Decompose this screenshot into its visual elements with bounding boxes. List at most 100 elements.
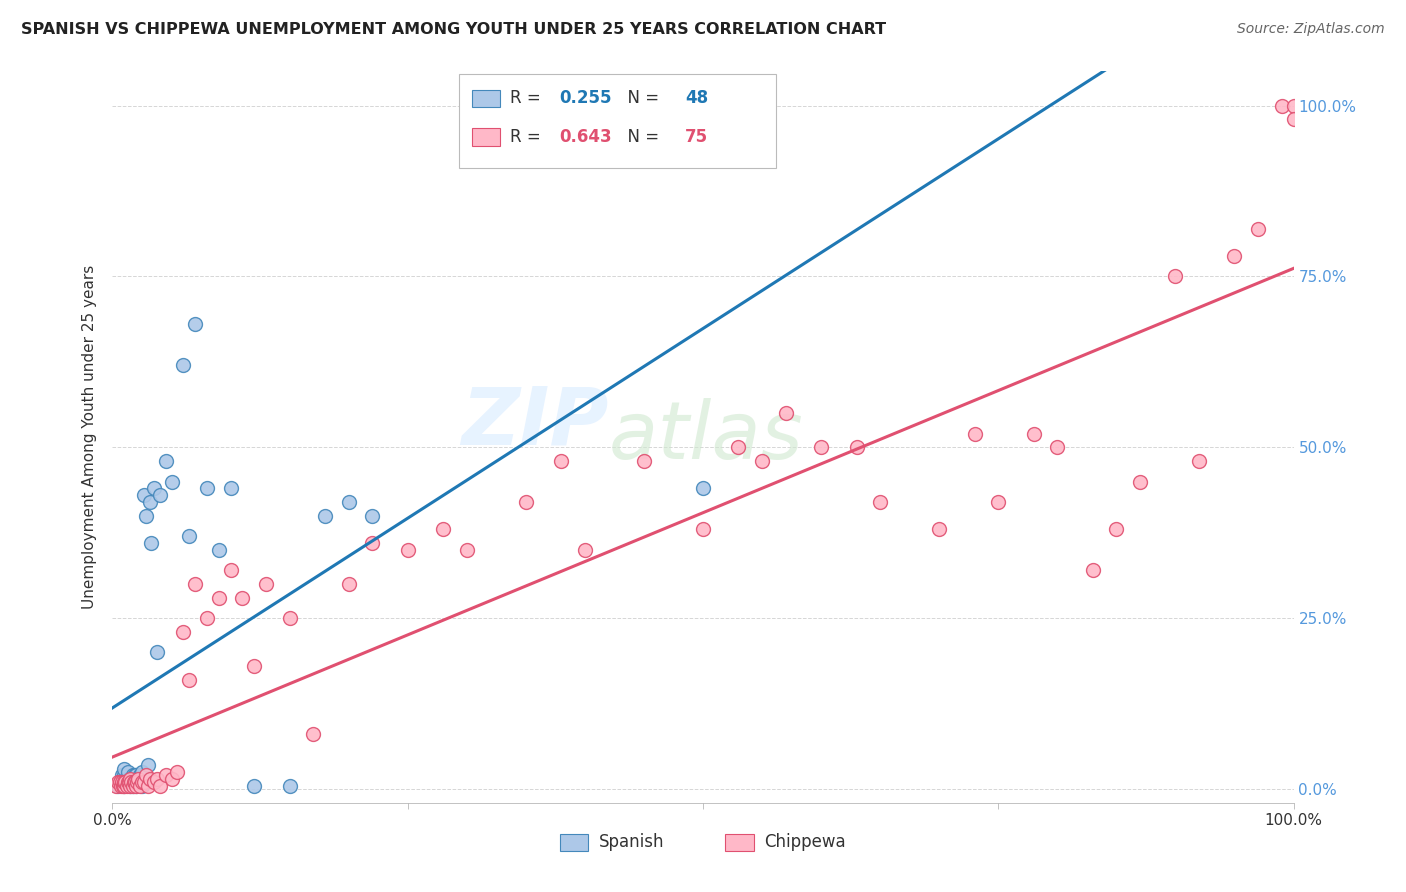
- Text: Chippewa: Chippewa: [765, 833, 846, 851]
- Point: [122, 775, 145, 789]
- Point: [121, 768, 143, 782]
- Point: [139, 495, 162, 509]
- Point: [127, 775, 149, 789]
- Point: [121, 779, 143, 793]
- Point: [314, 508, 336, 523]
- Point: [987, 495, 1010, 509]
- Point: [1188, 454, 1211, 468]
- Text: 75: 75: [685, 128, 709, 146]
- Text: ZIP: ZIP: [461, 384, 609, 461]
- Point: [361, 536, 384, 550]
- Point: [125, 768, 148, 782]
- Point: [127, 772, 149, 786]
- Point: [107, 775, 129, 789]
- Point: [1282, 112, 1305, 127]
- Point: [135, 508, 157, 523]
- Text: 0.255: 0.255: [560, 89, 612, 107]
- Point: [166, 765, 188, 780]
- Point: [1081, 563, 1104, 577]
- Point: [254, 577, 277, 591]
- Point: [456, 542, 478, 557]
- Point: [1247, 221, 1270, 235]
- Point: [149, 488, 172, 502]
- Text: 48: 48: [685, 89, 709, 107]
- Point: [114, 775, 136, 789]
- Point: [184, 318, 207, 332]
- FancyBboxPatch shape: [471, 128, 501, 146]
- Point: [142, 775, 165, 789]
- Point: [111, 772, 134, 786]
- Point: [112, 779, 135, 793]
- Point: [219, 481, 242, 495]
- Point: [120, 779, 142, 793]
- Point: [120, 775, 142, 789]
- Point: [122, 772, 145, 786]
- Point: [160, 772, 183, 786]
- Point: [134, 775, 156, 789]
- Point: [124, 775, 146, 789]
- Y-axis label: Unemployment Among Youth under 25 years: Unemployment Among Youth under 25 years: [82, 265, 97, 609]
- Point: [124, 768, 146, 782]
- Point: [128, 779, 150, 793]
- Point: [845, 440, 868, 454]
- Point: [1282, 98, 1305, 112]
- Point: [131, 779, 153, 793]
- Point: [278, 779, 301, 793]
- Point: [111, 775, 134, 789]
- Point: [302, 727, 325, 741]
- Point: [155, 454, 177, 468]
- Text: 0.643: 0.643: [560, 128, 612, 146]
- Text: atlas: atlas: [609, 398, 803, 476]
- Point: [121, 779, 143, 793]
- Point: [149, 779, 172, 793]
- Point: [208, 542, 231, 557]
- Point: [751, 454, 773, 468]
- Point: [195, 611, 218, 625]
- Point: [131, 765, 153, 780]
- Point: [243, 659, 266, 673]
- Point: [120, 772, 142, 786]
- Point: [692, 522, 714, 536]
- Point: [110, 779, 132, 793]
- Point: [120, 775, 142, 789]
- Point: [112, 768, 135, 782]
- Point: [1164, 269, 1187, 284]
- Point: [105, 779, 128, 793]
- Point: [1046, 440, 1069, 454]
- Point: [112, 775, 135, 789]
- Point: [160, 475, 183, 489]
- Point: [127, 772, 149, 786]
- Point: [219, 563, 242, 577]
- Point: [179, 673, 201, 687]
- Point: [134, 488, 156, 502]
- Point: [633, 454, 655, 468]
- Point: [142, 481, 165, 495]
- Point: [172, 624, 194, 639]
- Point: [117, 772, 139, 786]
- Text: Spanish: Spanish: [599, 833, 665, 851]
- Point: [120, 772, 142, 786]
- Point: [172, 359, 194, 373]
- Text: R =: R =: [510, 89, 547, 107]
- Point: [184, 577, 207, 591]
- Point: [136, 779, 159, 793]
- Point: [208, 591, 231, 605]
- Text: N =: N =: [617, 89, 664, 107]
- Point: [574, 542, 596, 557]
- Point: [112, 779, 135, 793]
- Point: [179, 529, 201, 543]
- Point: [141, 536, 163, 550]
- Point: [146, 772, 169, 786]
- Point: [108, 775, 131, 789]
- Point: [146, 645, 169, 659]
- Point: [128, 768, 150, 782]
- FancyBboxPatch shape: [458, 73, 776, 168]
- Text: R =: R =: [510, 128, 547, 146]
- Point: [337, 495, 360, 509]
- Point: [231, 591, 253, 605]
- Point: [125, 779, 148, 793]
- Point: [1022, 426, 1045, 441]
- Point: [117, 775, 139, 789]
- Point: [963, 426, 986, 441]
- Point: [515, 495, 537, 509]
